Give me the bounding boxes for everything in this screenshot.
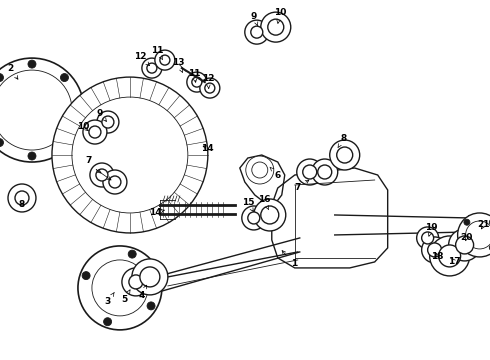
Circle shape [78,246,162,330]
Text: 4: 4 [139,285,147,300]
Text: 13: 13 [172,58,184,72]
Circle shape [422,232,434,244]
Text: 12: 12 [201,73,214,89]
Circle shape [261,12,291,42]
Text: 18: 18 [431,252,444,261]
Circle shape [242,206,266,230]
Circle shape [458,213,490,257]
Circle shape [109,176,121,188]
Circle shape [147,63,157,73]
Circle shape [132,259,168,295]
Circle shape [142,58,162,78]
Circle shape [200,78,220,98]
Text: 3: 3 [105,292,114,306]
Text: 15: 15 [242,198,254,211]
Text: 9: 9 [250,12,258,26]
Text: 7: 7 [86,156,92,165]
Circle shape [8,184,36,212]
Text: 19: 19 [425,224,438,236]
Circle shape [28,60,36,68]
Circle shape [52,77,208,233]
Circle shape [0,70,72,150]
Circle shape [205,83,215,93]
Circle shape [140,267,160,287]
Circle shape [128,250,136,258]
Circle shape [430,236,469,276]
Circle shape [439,245,461,267]
Text: 14: 14 [148,208,164,217]
Circle shape [15,191,29,205]
Circle shape [103,170,127,194]
Text: 8: 8 [338,134,347,148]
Circle shape [268,19,284,35]
Circle shape [416,227,439,249]
Circle shape [60,139,69,147]
Circle shape [155,50,175,70]
Text: 21: 21 [477,220,490,229]
Circle shape [89,126,101,138]
Circle shape [466,221,490,249]
Circle shape [248,212,260,224]
Circle shape [74,106,82,114]
Circle shape [28,152,36,160]
Circle shape [303,165,317,179]
Text: 11: 11 [150,46,163,60]
Circle shape [0,139,3,147]
Circle shape [297,159,323,185]
Text: 12: 12 [134,51,149,66]
Text: 10: 10 [273,8,286,23]
Circle shape [330,140,360,170]
Circle shape [312,159,338,185]
Circle shape [246,156,274,184]
Circle shape [129,275,143,289]
Circle shape [337,147,353,163]
Text: 2: 2 [7,64,18,79]
Circle shape [147,302,155,310]
Text: 11: 11 [188,69,200,82]
Circle shape [464,219,470,225]
Text: 10: 10 [77,122,89,131]
Circle shape [456,236,474,254]
Circle shape [102,116,114,128]
Circle shape [428,243,441,257]
Text: 20: 20 [461,233,473,242]
Text: 7: 7 [294,180,309,193]
Circle shape [449,229,481,261]
Text: 17: 17 [448,257,461,266]
Circle shape [254,199,286,231]
Circle shape [252,162,268,178]
Circle shape [422,237,448,263]
Text: 8: 8 [19,201,25,210]
Circle shape [187,72,207,92]
Circle shape [318,165,332,179]
Circle shape [192,77,202,87]
Circle shape [96,169,108,181]
Circle shape [72,97,188,213]
Circle shape [90,163,114,187]
Circle shape [160,55,170,65]
Text: 6: 6 [270,167,281,180]
Circle shape [83,120,107,144]
Circle shape [245,20,269,44]
Circle shape [82,271,90,280]
Circle shape [261,206,279,224]
Circle shape [97,111,119,133]
Circle shape [122,268,150,296]
Circle shape [464,245,470,251]
Circle shape [0,58,84,162]
Text: 14: 14 [201,144,214,153]
Text: 1: 1 [282,251,297,269]
Circle shape [0,73,3,82]
Circle shape [103,318,112,326]
Circle shape [251,26,263,38]
Circle shape [60,73,69,82]
Text: 16: 16 [258,195,270,210]
Text: 9: 9 [97,109,106,121]
Text: 5: 5 [121,290,130,305]
Circle shape [92,260,148,316]
